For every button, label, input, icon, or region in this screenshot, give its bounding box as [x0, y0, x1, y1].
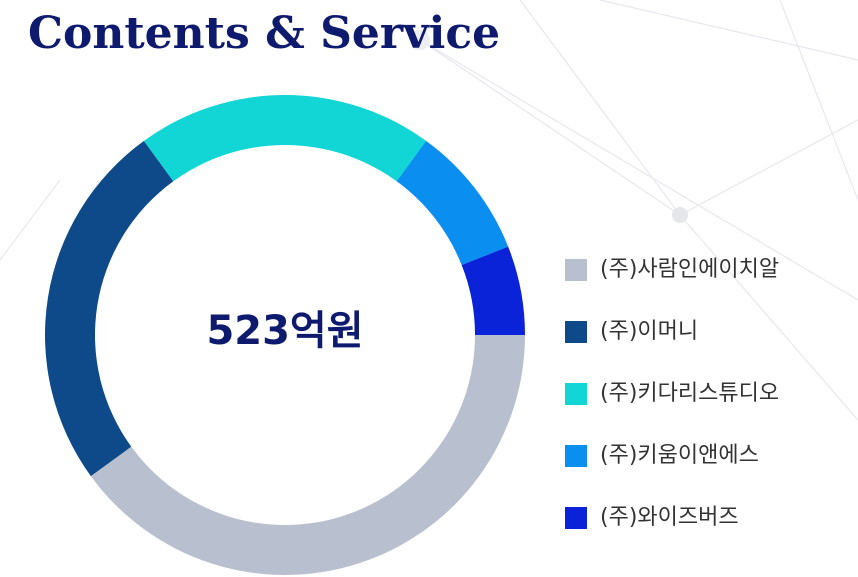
donut-segment [143, 94, 427, 182]
donut-segment [44, 140, 174, 477]
legend-label: (주)이머니 [600, 319, 698, 344]
donut-segment [461, 246, 525, 335]
legend-label: (주)키움이앤에스 [600, 443, 759, 468]
donut [44, 94, 525, 575]
donut-segment [396, 140, 509, 266]
legend-swatch [565, 259, 587, 281]
legend-swatch [565, 445, 587, 467]
donut-segment [90, 335, 525, 575]
center-label: 523억원 [206, 308, 363, 354]
legend-swatch [565, 321, 587, 343]
legend-label: (주)와이즈버즈 [600, 505, 739, 530]
legend-swatch [565, 507, 587, 529]
legend-label: (주)키다리스튜디오 [600, 381, 779, 406]
background-decoration [0, 0, 858, 421]
legend-swatch [565, 383, 587, 405]
legend: (주)사람인에이치알 (주)이머니 (주)키다리스튜디오 (주)키움이앤에스 (주)와이… [565, 257, 779, 530]
chart-title: Contents & Service [28, 8, 500, 59]
legend-label: (주)사람인에이치알 [600, 257, 779, 282]
